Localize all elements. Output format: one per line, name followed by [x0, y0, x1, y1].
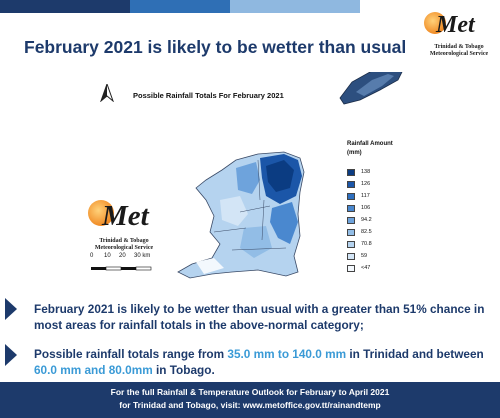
legend-swatch	[347, 216, 355, 224]
logo-tagline: Trinidad & Tobago Meteorological Service	[424, 44, 494, 58]
legend-label: 94.2	[361, 217, 372, 223]
north-arrow-icon	[100, 84, 114, 102]
legend-swatch	[347, 240, 355, 248]
map-scale-bar: 0 10 20 30 km	[90, 253, 152, 277]
logo-wordmark: Met	[436, 12, 475, 38]
legend-item: 117	[347, 190, 407, 202]
scale-label: 10	[104, 253, 111, 259]
legend-item: 94.2	[347, 214, 407, 226]
legend-swatch	[347, 264, 355, 272]
legend-label: <47	[361, 265, 371, 271]
met-service-logo-top: Met Trinidad & Tobago Meteorological Ser…	[424, 8, 494, 66]
rainfall-map	[177, 72, 403, 279]
legend-swatch	[347, 180, 355, 188]
legend-label: 70.8	[361, 241, 372, 247]
legend-swatch	[347, 192, 355, 200]
bullet-2-text: Possible rainfall totals range from	[34, 347, 228, 361]
map-legend: Rainfall Amount (mm) 138 126 117 106 94.2 82.…	[347, 140, 407, 274]
legend-item: 82.5	[347, 226, 407, 238]
legend-item: 126	[347, 178, 407, 190]
logo-tagline: Trinidad & Tobago Meteorological Service	[86, 238, 162, 252]
logo-tagline-line1: Trinidad & Tobago	[99, 238, 149, 244]
legend-swatch	[347, 168, 355, 176]
legend-swatch	[347, 204, 355, 212]
bullet-arrow-icon	[5, 298, 17, 320]
legend-label: 82.5	[361, 229, 372, 235]
logo-wordmark: Met	[102, 200, 149, 232]
legend-item: <47	[347, 262, 407, 274]
scale-label: 0	[90, 253, 94, 259]
legend-item: 138	[347, 166, 407, 178]
footer-banner: For the full Rainfall & Temperature Outl…	[0, 382, 500, 418]
legend-item: 106	[347, 202, 407, 214]
scale-labels: 0 10 20 30 km	[90, 253, 152, 259]
bullet-arrow-icon	[5, 344, 17, 366]
legend-label: 126	[361, 181, 371, 187]
bullet-2-text: in Tobago.	[152, 362, 215, 377]
headline: February 2021 is likely to be wetter tha…	[24, 37, 407, 57]
scale-label: 20	[119, 253, 126, 259]
scale-label: 30 km	[134, 253, 151, 259]
legend-title: Rainfall Amount	[347, 141, 393, 147]
trinidad-island	[177, 151, 305, 279]
footer-line-2[interactable]: for Trinidad and Tobago, visit: www.meto…	[119, 400, 381, 410]
tobago-island	[339, 72, 403, 105]
outlook-bullet-2: Possible rainfall totals range from 35.0…	[34, 347, 500, 378]
trinidad-range: 35.0 mm to 140.0 mm	[227, 347, 347, 361]
legend-label: 59	[361, 253, 368, 259]
sun-icon	[88, 200, 114, 226]
footer-line-1: For the full Rainfall & Temperature Outl…	[110, 387, 390, 397]
legend-unit: (mm)	[347, 150, 362, 156]
tobago-range: 60.0 mm and 80.0mm	[34, 362, 153, 377]
top-bar-segment-light	[230, 0, 360, 13]
met-service-logo-map: Met Trinidad & Tobago Meteorological Ser…	[86, 196, 162, 260]
top-bar-segment-mid	[130, 0, 230, 13]
legend-label: 117	[361, 193, 370, 199]
map-title: Possible Rainfall Totals For February 20…	[133, 91, 284, 100]
legend-item: 59	[347, 250, 407, 262]
legend-label: 138	[361, 169, 371, 175]
logo-tagline-line2: Meteorological Service	[429, 51, 489, 57]
legend-swatch	[347, 228, 355, 236]
logo-tagline-line2: Meteorological Service	[94, 245, 154, 251]
logo-tagline-line1: Trinidad & Tobago	[434, 44, 484, 50]
top-bar-segment-dark	[0, 0, 130, 13]
legend-rows: 138 126 117 106 94.2 82.5 70.8 59 <47	[347, 166, 407, 274]
scale-bar-graphic	[91, 266, 152, 271]
outlook-bullet-1: February 2021 is likely to be wetter tha…	[34, 302, 485, 332]
bullet-2-text: in Trinidad and between	[346, 347, 484, 361]
legend-label: 106	[361, 205, 371, 211]
sun-icon	[424, 12, 446, 34]
legend-swatch	[347, 252, 355, 260]
legend-item: 70.8	[347, 238, 407, 250]
top-color-bar	[0, 0, 360, 13]
